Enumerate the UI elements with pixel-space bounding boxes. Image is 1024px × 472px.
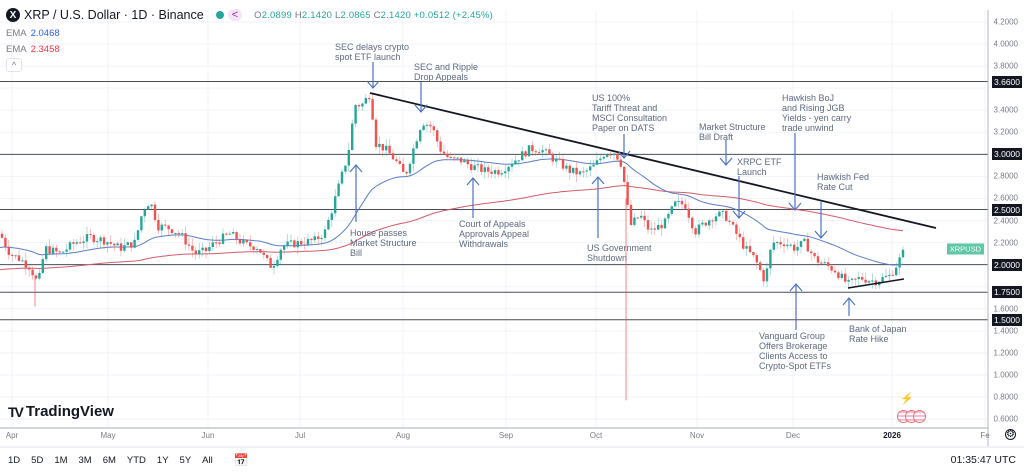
annotation-shutdown: US Government Shutdown	[587, 243, 652, 263]
price-tick: 3.2000	[993, 127, 1018, 137]
annotation-boj-hike: Bank of Japan Rate Hike	[849, 324, 907, 344]
month-label: Dec	[785, 431, 801, 440]
range-all[interactable]: All	[202, 454, 213, 466]
month-label: Jul	[294, 431, 306, 440]
market-open-icon	[215, 11, 224, 19]
month-label: Aug	[395, 431, 411, 440]
ema-fast-legend[interactable]: EMA 2.0468	[6, 28, 60, 39]
range-3m[interactable]: 3M	[78, 454, 92, 466]
price-tick: 0.6000	[993, 414, 1018, 424]
annotation-court-appeals: Court of Appeals Approvals Appeal Withdr…	[459, 219, 530, 249]
tradingview-mark-icon: TV	[8, 403, 24, 420]
annotation-tariff: US 100% Tariff Threat and MSCI Consultat…	[592, 93, 668, 133]
price-tick: 4.0000	[993, 39, 1018, 49]
level-badge: 2.5000	[992, 203, 1022, 216]
annotation-arrows	[349, 62, 856, 330]
share-icon[interactable]: <	[227, 9, 243, 21]
price-tick: 2.8000	[993, 171, 1018, 181]
range-1y[interactable]: 1Y	[156, 454, 169, 466]
month-label: Jun	[201, 431, 215, 440]
price-tick: 3.8000	[993, 61, 1018, 71]
price-tick: 0.8000	[993, 392, 1018, 402]
symbol-price-badge: XRPUSD	[946, 243, 984, 255]
level-badge: 3.6600	[992, 75, 1022, 88]
ema-slow-line	[0, 185, 904, 271]
price-tick: 1.6000	[993, 304, 1018, 314]
price-tick: 3.4000	[993, 105, 1018, 115]
annotation-hawkish-boj: Hawkish BoJ and Rising JGB Yields - yen …	[782, 93, 852, 133]
annotation-sec-ripple: SEC and Ripple Drop Appeals	[414, 62, 479, 82]
month-label: Sep	[498, 431, 514, 440]
annotation-vanguard: Vanguard Group Offers Brokerage Clients …	[759, 331, 832, 371]
level-badge: 2.0000	[992, 258, 1022, 271]
utc-clock[interactable]: 01:35:47 UTC	[950, 454, 1016, 466]
tradingview-logo: TV TradingView	[8, 403, 114, 420]
month-label: May	[100, 431, 116, 440]
range-5d[interactable]: 5D	[31, 454, 44, 466]
annotation-house-passes: House passes Market Structure Bill	[350, 228, 417, 258]
month-label: Fe	[980, 431, 990, 440]
ema-fast-line	[0, 158, 904, 266]
range-1m[interactable]: 1M	[54, 454, 68, 466]
bottom-toolbar: 1D 5D 1M 3M 6M YTD 1Y 5Y All 📅 01:35:47 …	[0, 448, 1024, 472]
level-badge: 3.0000	[992, 148, 1022, 161]
economic-event-icon[interactable]: ⚡	[900, 393, 914, 405]
ema-slow-legend[interactable]: EMA 2.3458	[6, 44, 60, 55]
month-label: Nov	[689, 431, 705, 440]
annotation-fed-cut: Hawkish Fed Rate Cut	[817, 172, 870, 192]
annotation-sec-delays: SEC delays crypto spot ETF launch	[335, 42, 410, 62]
annotation-xrpc-etf: XRPC ETF Launch	[737, 157, 782, 177]
ohlc-values: O2.0899 H2.1420 L2.0865 C2.1420 +0.0512 …	[254, 9, 494, 21]
level-badge: 1.7500	[992, 286, 1022, 299]
price-tick: 1.0000	[993, 370, 1018, 380]
range-6m[interactable]: 6M	[102, 454, 116, 466]
month-label: 2026	[883, 431, 901, 440]
horizontal-levels	[0, 81, 988, 321]
chart-legend: X XRP / U.S. Dollar · 1D · Binance < O2.…	[6, 8, 493, 22]
settings-gear-icon[interactable]: ⚙	[1005, 429, 1016, 440]
xrp-symbol-icon: X	[6, 8, 20, 22]
symbol-title[interactable]: XRP / U.S. Dollar · 1D · Binance	[24, 8, 204, 22]
annotation-msb-draft: Market Structure Bill Draft	[699, 122, 766, 142]
level-badge: 1.5000	[992, 313, 1022, 326]
trendline-resistance	[369, 92, 937, 229]
price-tick: 4.2000	[993, 17, 1018, 27]
price-tick: 1.2000	[993, 348, 1018, 358]
go-to-date-calendar-icon[interactable]: 📅	[233, 453, 249, 467]
month-label: Apr	[5, 431, 19, 440]
price-tick: 2.4000	[993, 216, 1018, 226]
trendline-support	[847, 278, 905, 289]
price-tick: 1.4000	[993, 326, 1018, 336]
range-5y[interactable]: 5Y	[179, 454, 192, 466]
price-tick: 2.6000	[993, 193, 1018, 203]
collapse-legend-button[interactable]: ^	[6, 58, 22, 72]
month-label: Oct	[589, 431, 603, 440]
price-tick: 2.2000	[993, 238, 1018, 248]
range-ytd[interactable]: YTD	[126, 454, 146, 466]
range-1d[interactable]: 1D	[8, 454, 21, 466]
us-events-icon[interactable]	[897, 410, 926, 423]
